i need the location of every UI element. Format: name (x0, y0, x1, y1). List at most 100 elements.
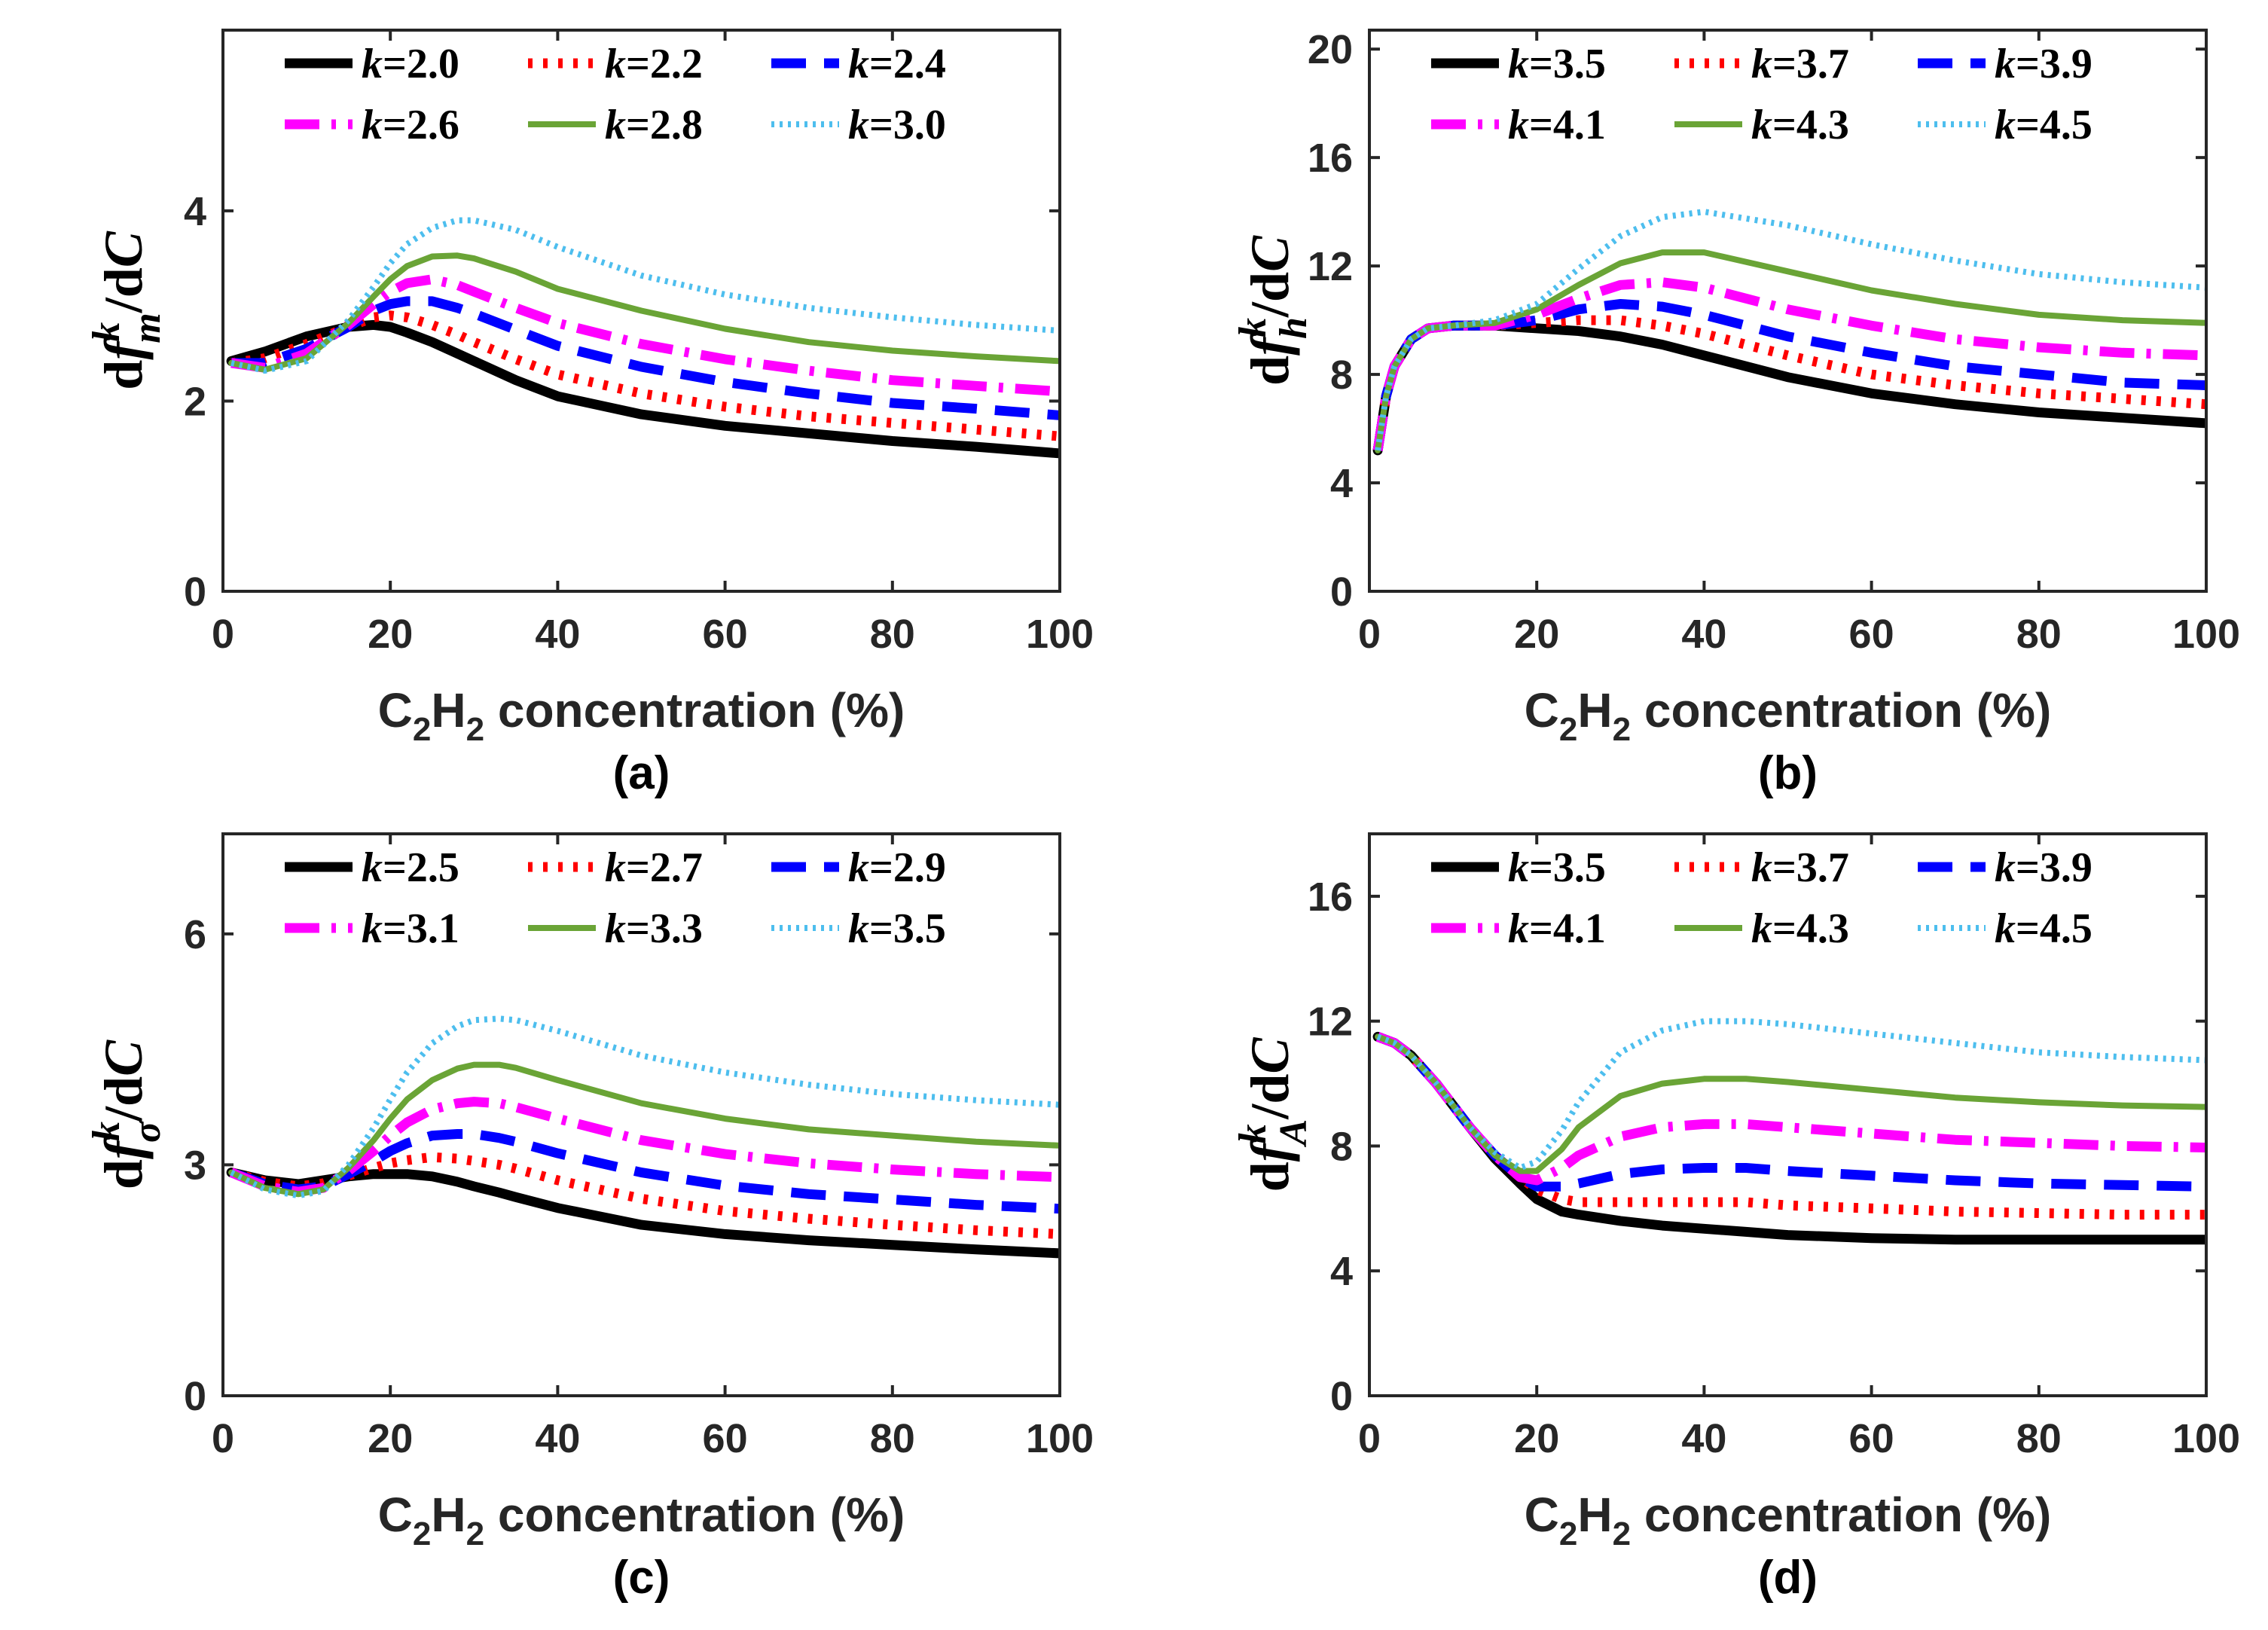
legend-value: =4.5 (2016, 102, 2092, 148)
x-tick-label: 0 (212, 1416, 234, 1461)
legend-label: k=3.5 (848, 905, 946, 952)
legend-label: k=2.4 (848, 41, 946, 87)
ylabel-slash: /d (1240, 1074, 1300, 1120)
x-tick-label: 100 (1026, 612, 1094, 657)
x-axis-label: C2H2 concentration (%) (378, 1488, 905, 1552)
ylabel-slash: /d (93, 1076, 154, 1122)
series-line-k-3_0 (230, 217, 1058, 374)
legend-label: k=3.9 (1995, 844, 2092, 891)
x-tick-label: 80 (2016, 1416, 2062, 1461)
xlabel-sub: 2 (1613, 1516, 1631, 1552)
legend-k: k (848, 41, 869, 87)
xlabel-sub: 2 (413, 711, 431, 748)
ylabel-d: d (1240, 356, 1300, 386)
legend-label: k=3.7 (1751, 844, 1849, 891)
y-tick-label: 12 (1308, 244, 1353, 289)
legend-value: =4.1 (1529, 102, 1606, 148)
series-group (226, 1015, 1058, 1259)
series-group (226, 217, 1058, 459)
series-line-k-4_5 (1376, 1018, 2205, 1171)
legend-label: k=4.5 (1995, 905, 2092, 952)
legend-value: =3.1 (383, 905, 459, 952)
legend-label: k=3.0 (848, 102, 946, 148)
legend-k: k (848, 905, 869, 952)
legend-value: =3.9 (2016, 41, 2092, 87)
xlabel-rest: concentration (%) (484, 683, 905, 737)
legend-value: =3.7 (1772, 41, 1849, 87)
y-tick-label: 20 (1308, 27, 1353, 72)
x-tick-label: 80 (870, 612, 915, 657)
x-tick-label: 20 (1514, 612, 1559, 657)
legend-label: k=3.5 (1508, 41, 1606, 87)
legend-value: =2.2 (626, 41, 703, 87)
legend-value: =3.0 (869, 102, 946, 148)
legend-label: k=4.5 (1995, 102, 2092, 148)
xlabel-rest: concentration (%) (1631, 1488, 2051, 1542)
legend-k: k (605, 844, 626, 891)
ylabel-sub: h (1272, 317, 1315, 339)
legend-k: k (362, 41, 383, 87)
legend-k: k (1751, 905, 1772, 952)
legend-label: k=4.3 (1751, 102, 1849, 148)
legend: k=3.5 k=3.7 k=3.9k=4.1 k=4.3 k=4.5 (1431, 41, 2092, 148)
series-group (1372, 209, 2205, 456)
legend-label: k=4.3 (1751, 905, 1849, 952)
legend-k: k (1508, 844, 1529, 891)
xlabel-c: C (1525, 683, 1559, 737)
plot-frame (221, 832, 1061, 1397)
y-axis-label: dfkm/dC (85, 230, 169, 390)
legend-label: k=3.5 (1508, 844, 1606, 891)
y-tick-label: 4 (1330, 461, 1353, 506)
legend-k: k (1995, 844, 2016, 891)
legend-label: k=3.3 (605, 905, 703, 952)
legend-k: k (1995, 41, 2016, 87)
y-axis-label: dfkσ/dC (85, 1039, 169, 1189)
legend-k: k (605, 41, 626, 87)
legend-value: =2.7 (626, 844, 703, 891)
series-line-k-2_6 (230, 274, 1058, 397)
x-tick-label: 0 (1358, 612, 1381, 657)
series-group (1372, 1018, 2205, 1245)
y-tick-label: 8 (1330, 1124, 1353, 1169)
x-tick-label: 0 (1358, 1416, 1381, 1461)
ylabel-sup: k (1232, 1124, 1274, 1143)
ylabel-sub: A (1272, 1119, 1315, 1148)
panel-label: (d) (1758, 1552, 1818, 1604)
y-tick-label: 6 (184, 912, 206, 957)
x-tick-label: 20 (368, 612, 413, 657)
legend-k: k (1751, 102, 1772, 148)
x-axis-label: C2H2 concentration (%) (1525, 1488, 2052, 1552)
xlabel-sub: 2 (466, 711, 484, 748)
ylabel-sub: m (126, 313, 169, 343)
y-tick-label: 12 (1308, 1000, 1353, 1045)
x-tick-label: 80 (2016, 612, 2062, 657)
x-tick-label: 80 (870, 1416, 915, 1461)
series-line-k-4_3 (1375, 249, 2205, 453)
x-tick-label: 100 (2172, 612, 2240, 657)
legend-label: k=3.1 (362, 905, 459, 952)
y-tick-label: 0 (1330, 569, 1353, 615)
x-tick-label: 100 (2172, 1416, 2240, 1461)
legend-value: =2.8 (626, 102, 703, 148)
legend-k: k (848, 102, 869, 148)
xlabel-sub: 2 (466, 1516, 484, 1552)
legend-label: k=4.1 (1508, 905, 1606, 952)
y-tick-label: 4 (1330, 1249, 1353, 1294)
legend-k: k (1995, 102, 2016, 148)
legend-k: k (1751, 844, 1772, 891)
x-tick-label: 0 (212, 612, 234, 657)
legend-label: k=2.0 (362, 41, 459, 87)
x-tick-label: 60 (703, 612, 748, 657)
xlabel-c: C (378, 683, 413, 737)
y-tick-label: 3 (184, 1143, 206, 1188)
xlabel-sub: 2 (413, 1516, 431, 1552)
x-tick-label: 20 (1514, 1416, 1559, 1461)
legend-k: k (362, 102, 383, 148)
legend-value: =3.5 (1529, 41, 1606, 87)
xlabel-c: C (378, 1488, 413, 1542)
legend-k: k (362, 844, 383, 891)
legend-value: =4.3 (1772, 102, 1849, 148)
y-tick-label: 4 (184, 189, 206, 234)
